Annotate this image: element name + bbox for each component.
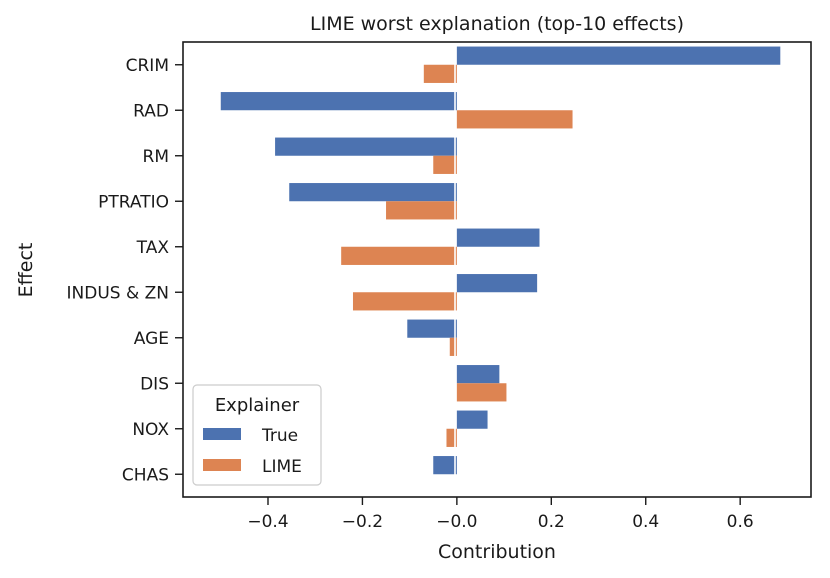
y-axis-ticks: CRIM RAD RM PTRATIO TAX INDUS & ZN AGE DIS NOX CH… xyxy=(67,56,183,485)
y-axis-label: Effect xyxy=(15,243,37,298)
y-tick-label-ptratio: PTRATIO xyxy=(98,192,169,212)
bar-lime-nox xyxy=(446,428,457,447)
bar-true-indus-zn xyxy=(456,274,538,293)
y-tick-label-crim: CRIM xyxy=(126,56,169,76)
bar-true-rm xyxy=(275,137,457,156)
bar-true-nox xyxy=(456,410,488,429)
x-tick-label-0: −0.4 xyxy=(247,512,288,532)
bar-true-tax xyxy=(456,228,540,247)
y-tick-label-rm: RM xyxy=(143,147,169,167)
bar-lime-tax xyxy=(341,246,457,265)
y-tick-label-indus-zn: INDUS & ZN xyxy=(67,283,169,303)
bar-lime-ptratio xyxy=(386,201,457,220)
x-tick-label-3: 0.2 xyxy=(538,512,565,532)
bar-true-chas xyxy=(433,456,457,475)
x-axis-ticks: −0.4 −0.2 −0.0 0.2 0.4 0.6 xyxy=(247,497,754,532)
legend-label-lime: LIME xyxy=(262,457,302,477)
x-tick-label-4: 0.4 xyxy=(632,512,659,532)
bar-lime-dis xyxy=(456,383,507,402)
y-tick-label-age: AGE xyxy=(134,329,169,349)
bar-true-crim xyxy=(456,46,781,65)
y-tick-label-chas: CHAS xyxy=(122,465,169,485)
legend: Explainer True LIME xyxy=(192,384,322,486)
plot-frame xyxy=(182,41,812,498)
chart-title: LIME worst explanation (top-10 effects) xyxy=(310,13,684,35)
y-tick-label-dis: DIS xyxy=(140,374,169,394)
bar-lime-rad xyxy=(456,110,573,129)
y-tick-label-nox: NOX xyxy=(132,420,169,440)
y-tick-label-tax: TAX xyxy=(136,238,170,258)
x-tick-label-1: −0.2 xyxy=(342,512,383,532)
bar-true-age xyxy=(407,319,457,338)
bar-true-ptratio xyxy=(289,183,457,202)
legend-label-true: True xyxy=(261,426,298,446)
bars-layer xyxy=(220,46,781,475)
bar-true-rad xyxy=(220,92,457,111)
legend-swatch-true xyxy=(203,428,241,440)
bar-lime-indus-zn xyxy=(352,292,457,311)
y-tick-label-rad: RAD xyxy=(133,101,169,121)
bar-true-dis xyxy=(456,365,500,384)
bar-lime-age xyxy=(449,337,457,356)
x-tick-label-5: 0.6 xyxy=(727,512,754,532)
x-tick-label-2: −0.0 xyxy=(436,512,477,532)
legend-title: Explainer xyxy=(215,395,300,416)
legend-swatch-lime xyxy=(203,459,241,471)
x-axis-label: Contribution xyxy=(438,541,556,563)
bar-lime-crim xyxy=(423,64,457,83)
bar-lime-rm xyxy=(433,155,457,174)
